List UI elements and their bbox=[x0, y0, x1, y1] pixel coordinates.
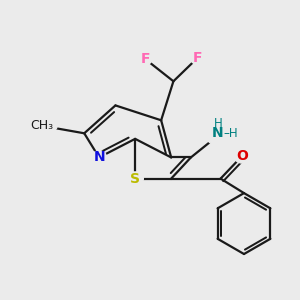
Ellipse shape bbox=[206, 123, 234, 146]
Ellipse shape bbox=[139, 53, 152, 65]
Text: –H: –H bbox=[223, 127, 238, 140]
Text: N: N bbox=[212, 126, 224, 140]
Text: O: O bbox=[236, 149, 248, 163]
Text: CH₃: CH₃ bbox=[31, 119, 54, 132]
Text: F: F bbox=[192, 51, 202, 65]
Text: H: H bbox=[214, 118, 222, 130]
Ellipse shape bbox=[127, 172, 143, 185]
Ellipse shape bbox=[27, 118, 57, 134]
Ellipse shape bbox=[190, 52, 204, 64]
Text: N: N bbox=[93, 150, 105, 164]
Ellipse shape bbox=[92, 151, 106, 164]
Text: S: S bbox=[130, 172, 140, 186]
Ellipse shape bbox=[234, 150, 249, 163]
Text: F: F bbox=[140, 52, 150, 66]
